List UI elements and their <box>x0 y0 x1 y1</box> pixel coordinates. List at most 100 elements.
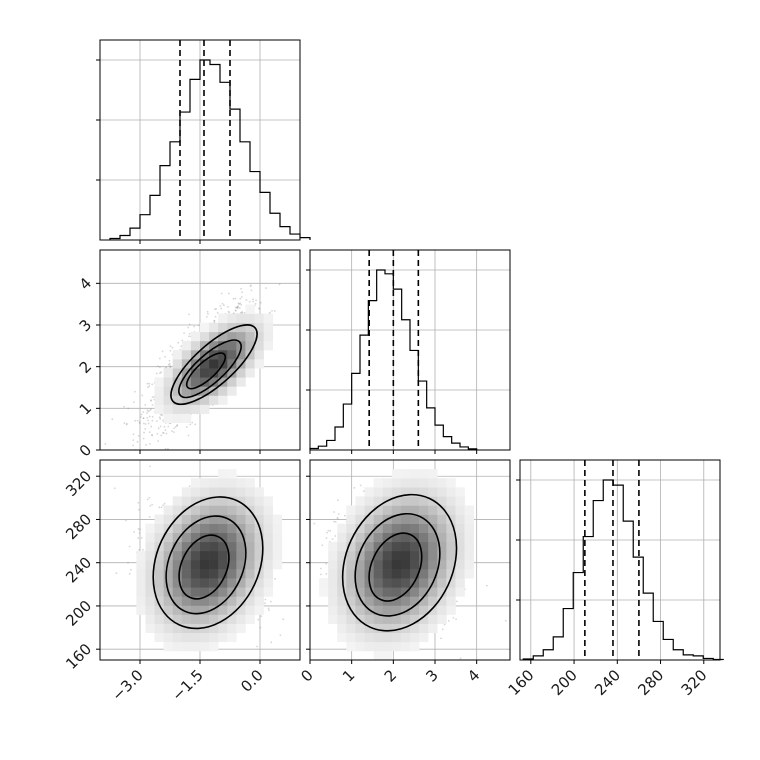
sample-point <box>259 301 262 304</box>
sample-point <box>254 302 257 305</box>
sample-point <box>278 283 281 286</box>
density-cell <box>245 304 255 314</box>
density-cell <box>236 313 246 324</box>
density-cell <box>209 368 219 378</box>
density-cell <box>154 395 164 405</box>
sample-point <box>150 425 153 428</box>
density-cell <box>200 359 210 369</box>
sample-point <box>137 508 140 511</box>
sample-point <box>214 308 216 311</box>
sample-point <box>132 439 135 441</box>
density-cell <box>209 505 219 515</box>
density-panel-1-3-marks <box>113 465 285 652</box>
sample-point <box>164 356 167 358</box>
density-cell <box>254 514 264 524</box>
sample-point <box>156 432 159 435</box>
density-cell <box>200 487 210 497</box>
sample-point <box>159 418 162 420</box>
sample-point <box>133 401 135 404</box>
sample-point <box>333 511 335 513</box>
sample-point <box>164 429 167 431</box>
density-cell <box>172 587 183 597</box>
density-cell <box>154 514 164 524</box>
density-cell <box>163 641 174 652</box>
sample-point <box>133 531 136 533</box>
density-cell <box>263 331 274 342</box>
density-cell <box>218 322 228 333</box>
sample-point <box>132 444 134 447</box>
density-cell <box>245 350 255 360</box>
density-cell <box>227 578 237 588</box>
sample-point <box>164 447 167 450</box>
density-cell <box>190 578 201 588</box>
density-cell <box>227 632 237 643</box>
sample-point <box>238 307 241 309</box>
sample-point <box>169 345 172 348</box>
density-cell <box>254 350 264 360</box>
density-cell <box>218 569 228 579</box>
density-cell <box>218 386 228 396</box>
sample-point <box>282 618 285 621</box>
sample-point <box>137 528 140 530</box>
density-cell <box>200 514 210 524</box>
sample-point <box>252 300 255 303</box>
sample-point <box>265 287 267 289</box>
density-cell <box>163 614 174 624</box>
sample-point <box>343 514 346 517</box>
density-cell <box>218 487 228 497</box>
sample-point <box>268 609 270 612</box>
sample-point <box>125 423 128 426</box>
density-cell <box>200 505 210 515</box>
sample-point <box>270 641 273 644</box>
sample-point <box>140 413 143 416</box>
density-cell <box>172 505 183 515</box>
density-cell <box>181 623 192 634</box>
sample-point <box>187 326 189 329</box>
density-cell <box>227 541 237 552</box>
density-cell <box>218 541 228 552</box>
density-cell <box>218 587 228 597</box>
density-cell <box>172 541 183 552</box>
sample-point <box>138 421 141 424</box>
density-cell <box>227 496 237 506</box>
density-cell <box>172 641 183 652</box>
density-cell <box>172 377 183 387</box>
density-cell <box>154 523 164 534</box>
density-panel-2-3-marks <box>313 469 507 660</box>
sample-point <box>362 490 365 493</box>
density-cell <box>245 596 255 606</box>
density-cell <box>227 614 237 624</box>
density-cell <box>218 514 228 524</box>
density-cell <box>218 532 228 543</box>
sample-point <box>321 544 324 547</box>
sample-point <box>148 415 151 418</box>
density-cell <box>245 569 255 579</box>
density-cell <box>163 623 174 634</box>
density-cell <box>200 331 210 342</box>
density-cell <box>227 340 237 351</box>
sample-point <box>221 302 224 305</box>
sample-point <box>143 431 146 434</box>
density-cell <box>163 413 174 424</box>
density-cell <box>209 550 219 561</box>
sample-point <box>257 618 260 621</box>
histogram-panel-2-frame <box>309 249 511 451</box>
density-cell <box>209 596 219 606</box>
sample-point <box>136 440 139 443</box>
density-cell <box>227 386 237 396</box>
sample-point <box>241 291 243 294</box>
density-cell <box>200 523 210 534</box>
density-cell <box>154 605 164 615</box>
sample-point <box>252 298 254 301</box>
sample-point <box>158 506 161 509</box>
sample-point <box>148 431 151 434</box>
density-cell <box>200 532 210 543</box>
density-cell <box>172 413 183 424</box>
sample-point <box>256 645 259 648</box>
density-cell <box>200 550 210 561</box>
sample-point <box>176 424 179 427</box>
density-cell <box>227 596 237 606</box>
density-cell <box>245 614 255 624</box>
sample-point <box>180 345 183 348</box>
density-cell <box>172 614 183 624</box>
